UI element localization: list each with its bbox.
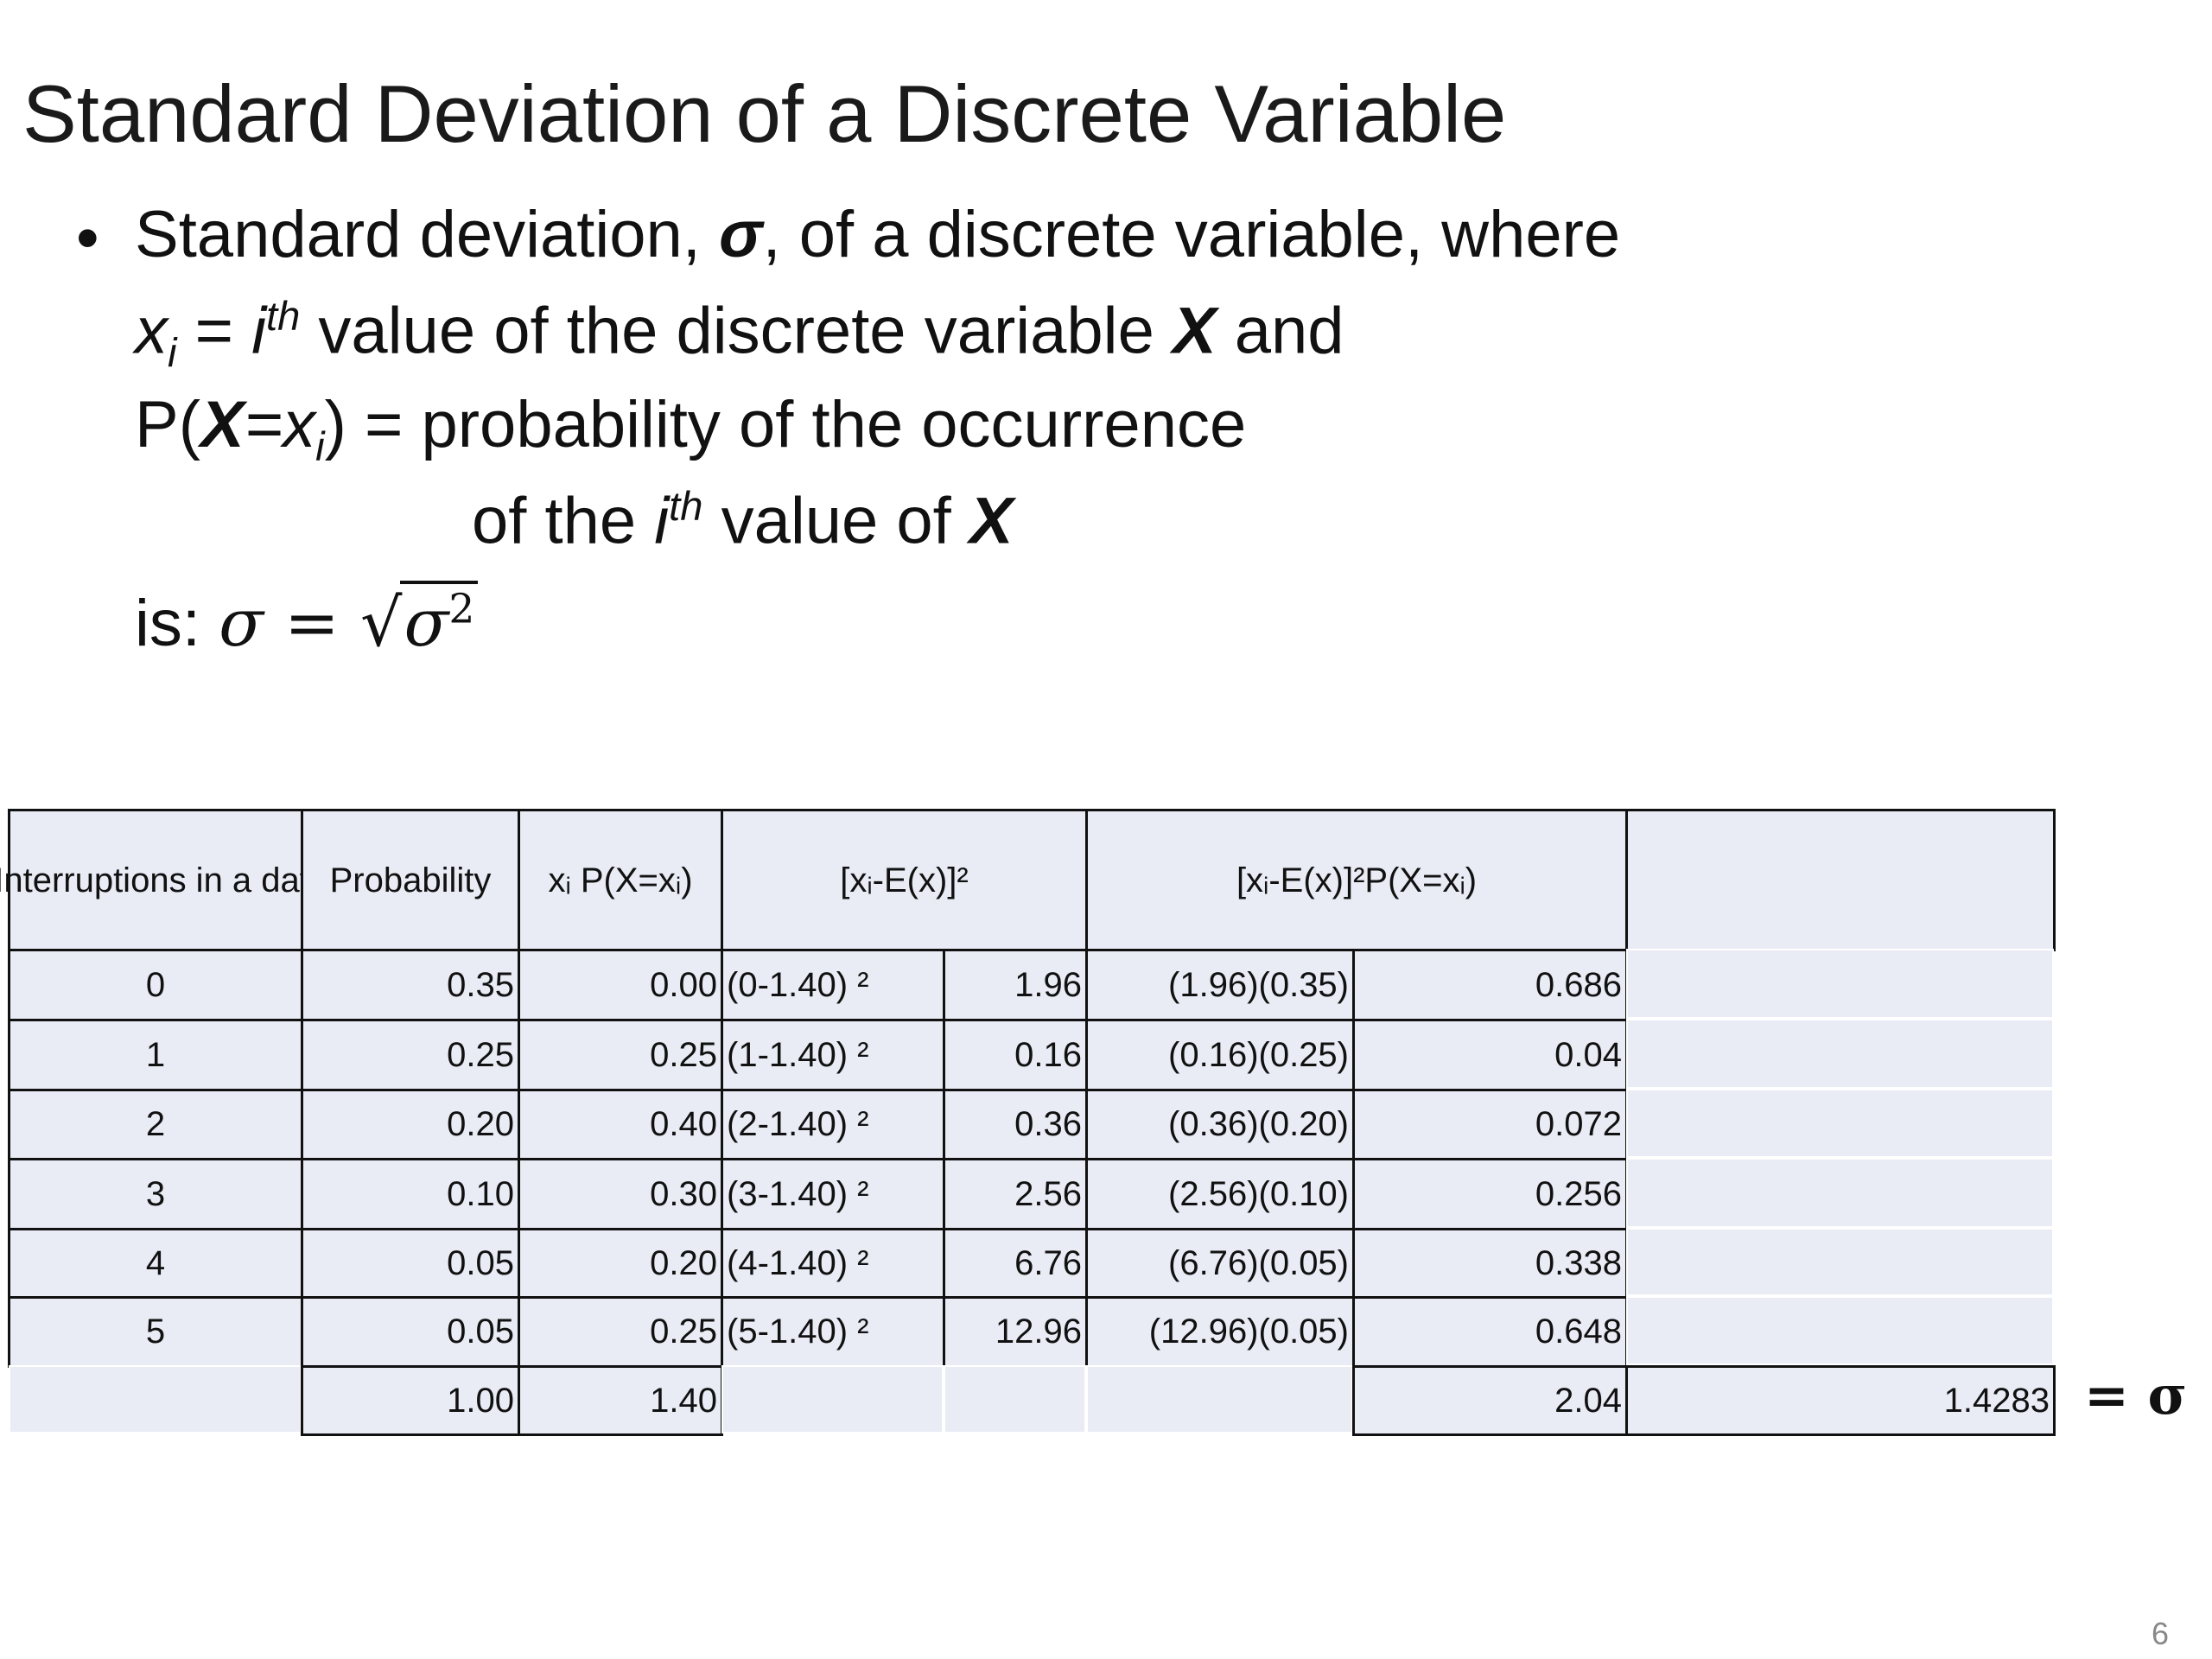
sigma-label: = σ: [2084, 1363, 2187, 1427]
superscript: th: [669, 483, 703, 529]
total-cell: [9, 1365, 302, 1433]
text: is:: [135, 587, 219, 660]
table-cell: 6.76: [943, 1228, 1088, 1299]
table-cell: 0.20: [301, 1089, 520, 1160]
text: and: [1216, 294, 1344, 368]
sqrt-radicand: σ2: [400, 581, 479, 661]
text: x: [135, 294, 168, 368]
superscript: th: [265, 293, 301, 339]
header-cell: [xᵢ-E(x)]²: [721, 809, 1088, 951]
text: Standard deviation,: [135, 198, 720, 271]
table-cell: 0.16: [943, 1019, 1088, 1091]
sigma-symbol: σ: [404, 584, 449, 661]
table-cell: (3-1.40) ²: [721, 1158, 945, 1230]
table-cell: 0: [8, 949, 303, 1021]
table-cell: 12.96: [943, 1296, 1088, 1368]
total-cell: [944, 1365, 1086, 1433]
table-cell: (1.96)(0.35): [1085, 949, 1355, 1021]
table-cell: 0.25: [518, 1296, 723, 1368]
table-cell: [1626, 1296, 2054, 1365]
header-cell: Probability: [301, 809, 520, 951]
table-cell: [1626, 1158, 2054, 1228]
text: i: [654, 484, 670, 558]
bullet-icon: •: [76, 201, 99, 275]
text: of the: [472, 484, 655, 558]
table-cell: 0.05: [301, 1296, 520, 1368]
table-cell: 0.338: [1352, 1228, 1628, 1299]
table-cell: 1.96: [943, 949, 1088, 1021]
table-cell: 3: [8, 1158, 303, 1230]
text: P(: [135, 388, 200, 461]
table-cell: (2.56)(0.10): [1085, 1158, 1355, 1230]
text: =: [176, 294, 252, 368]
table-cell: 2.56: [943, 1158, 1088, 1230]
table-cell: 2: [8, 1089, 303, 1160]
table-cell: (0-1.40) ²: [721, 949, 945, 1021]
table-cell: 0.00: [518, 949, 723, 1021]
table-cell: 0.05: [301, 1228, 520, 1299]
text: , of a discrete variable, where: [762, 198, 1621, 271]
page-number: 6: [2152, 1616, 2170, 1651]
table-cell: 0.40: [518, 1089, 723, 1160]
sigma-label-text: = σ: [2084, 1363, 2188, 1427]
table-cell: 0.20: [518, 1228, 723, 1299]
bullet-line-5: is: σ = √σ2: [135, 581, 479, 661]
table-cell: 0.25: [518, 1019, 723, 1091]
table-cell: (5-1.40) ²: [721, 1296, 945, 1368]
variable-x: X: [969, 484, 1014, 558]
table-cell: 4: [8, 1228, 303, 1299]
table-cell: (2-1.40) ²: [721, 1089, 945, 1160]
table-cell: [1626, 1089, 2054, 1158]
table-cell: 0.686: [1352, 949, 1628, 1021]
table-cell: (1-1.40) ²: [721, 1019, 945, 1091]
table-cell: [1626, 949, 2054, 1019]
slide-title: Standard Deviation of a Discrete Variabl…: [22, 68, 1507, 159]
table-cell: 0.256: [1352, 1158, 1628, 1230]
total-cell: [721, 1365, 944, 1433]
table-cell: (12.96)(0.05): [1085, 1296, 1355, 1368]
table-cell: [1626, 1019, 2054, 1089]
table-cell: 0.30: [518, 1158, 723, 1230]
bullet-line-2: xi = ith value of the discrete variable …: [135, 292, 1344, 377]
table-cell: [1626, 1228, 2054, 1296]
text: value of: [702, 484, 969, 558]
bullet-line-3: P(X=xi) = probability of the occurrence: [135, 387, 1246, 470]
table-cell: 0.35: [301, 949, 520, 1021]
variable-x: X: [1172, 294, 1217, 368]
table-cell: (0.36)(0.20): [1085, 1089, 1355, 1160]
table-cell: (0.16)(0.25): [1085, 1019, 1355, 1091]
text: i: [251, 294, 266, 368]
bullet-line-1: Standard deviation, σ, of a discrete var…: [135, 197, 1620, 272]
header-cell: [1625, 809, 2056, 951]
table-cell: 0.10: [301, 1158, 520, 1230]
subscript: i: [168, 329, 177, 376]
table-cell: 0.04: [1352, 1019, 1628, 1091]
header-cell: Interruptions in a day: [0, 809, 317, 951]
text: ) = probability of the occurrence: [324, 388, 1247, 461]
formula: σ = √: [219, 584, 403, 661]
table-cell: 0.25: [301, 1019, 520, 1091]
total-cell: 1.40: [518, 1365, 723, 1436]
text: value of the discrete variable: [300, 294, 1173, 368]
table-cell: 5: [8, 1296, 303, 1368]
text: =x: [244, 388, 316, 461]
table-cell: (4-1.40) ²: [721, 1228, 945, 1299]
header-cell: xᵢ P(X=xᵢ): [518, 809, 723, 951]
table-cell: 0.648: [1352, 1296, 1628, 1368]
header-cell: [xᵢ-E(x)]²P(X=xᵢ): [1085, 809, 1628, 951]
total-cell: 2.04: [1352, 1365, 1628, 1436]
table-cell: 0.072: [1352, 1089, 1628, 1160]
table-cell: 1: [8, 1019, 303, 1091]
sigma-symbol: σ: [719, 198, 763, 271]
total-cell: 1.00: [301, 1365, 520, 1436]
variable-x: X: [200, 388, 245, 461]
subscript: i: [315, 423, 325, 470]
table-cell: 0.36: [943, 1089, 1088, 1160]
total-cell: [1086, 1365, 1353, 1433]
bullet-line-4: of the ith value of X: [472, 482, 1014, 558]
exponent: 2: [448, 585, 475, 633]
table-cell: (6.76)(0.05): [1085, 1228, 1355, 1299]
total-cell: 1.4283: [1625, 1365, 2056, 1436]
